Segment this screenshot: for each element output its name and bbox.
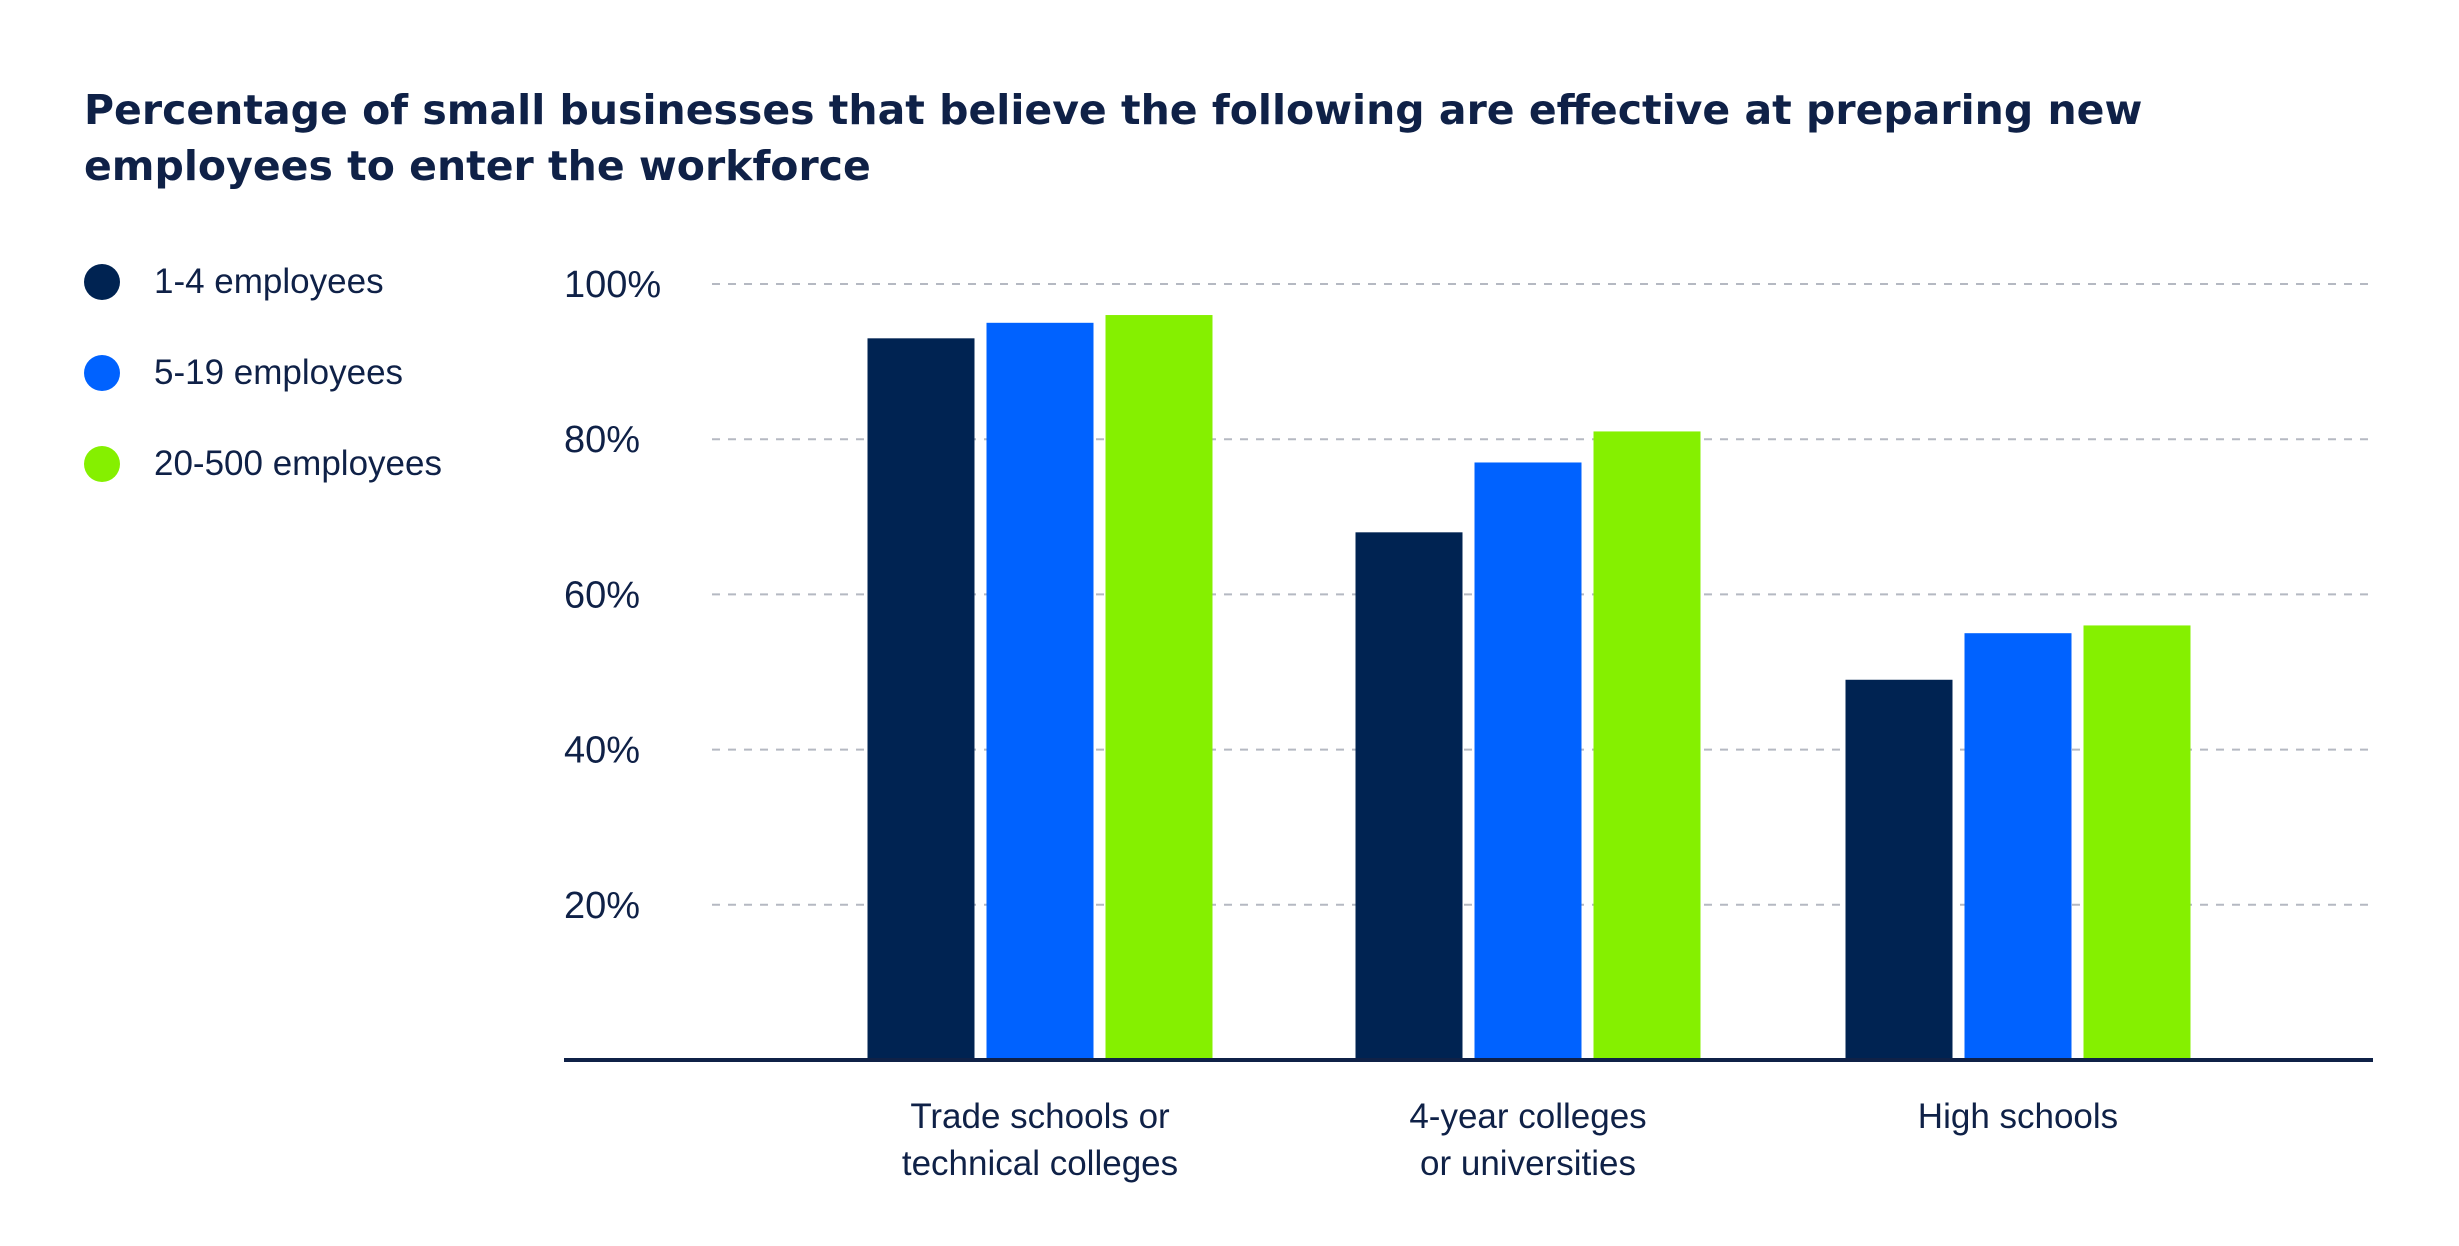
bar (986, 322, 1094, 1060)
legend-item-1-4-employees: 1-4 employees (84, 258, 442, 306)
x-tick-label: 4-year colleges (1409, 1097, 1646, 1136)
bar (2083, 625, 2191, 1060)
x-tick-label: High schools (1918, 1097, 2118, 1136)
y-tick-label: 100% (564, 264, 661, 306)
legend-swatch (84, 264, 120, 300)
bar (1593, 431, 1701, 1060)
legend-item-5-19-employees: 5-19 employees (84, 349, 442, 397)
legend-label: 20-500 employees (154, 444, 442, 483)
bar (1845, 679, 1953, 1060)
chart-title: Percentage of small businesses that beli… (84, 86, 2143, 190)
x-tick-label: or universities (1420, 1144, 1636, 1183)
x-tick-label: technical colleges (902, 1144, 1178, 1183)
legend-swatch (84, 446, 120, 482)
bar (1474, 462, 1582, 1061)
legend-item-20-500-employees: 20-500 employees (84, 440, 442, 488)
x-tick-label: Trade schools or (910, 1097, 1170, 1136)
legend-label: 1-4 employees (154, 262, 384, 301)
y-tick-label: 20% (564, 885, 640, 927)
y-tick-label: 80% (564, 419, 640, 461)
y-tick-label: 40% (564, 730, 640, 772)
bar (1355, 532, 1463, 1060)
bar (1105, 315, 1213, 1060)
bar (867, 338, 975, 1060)
bar (1964, 633, 2072, 1060)
legend-label: 5-19 employees (154, 353, 404, 392)
legend: 1-4 employees 5-19 employees 20-500 empl… (84, 258, 442, 531)
legend-swatch (84, 355, 120, 391)
y-tick-label: 60% (564, 574, 640, 616)
